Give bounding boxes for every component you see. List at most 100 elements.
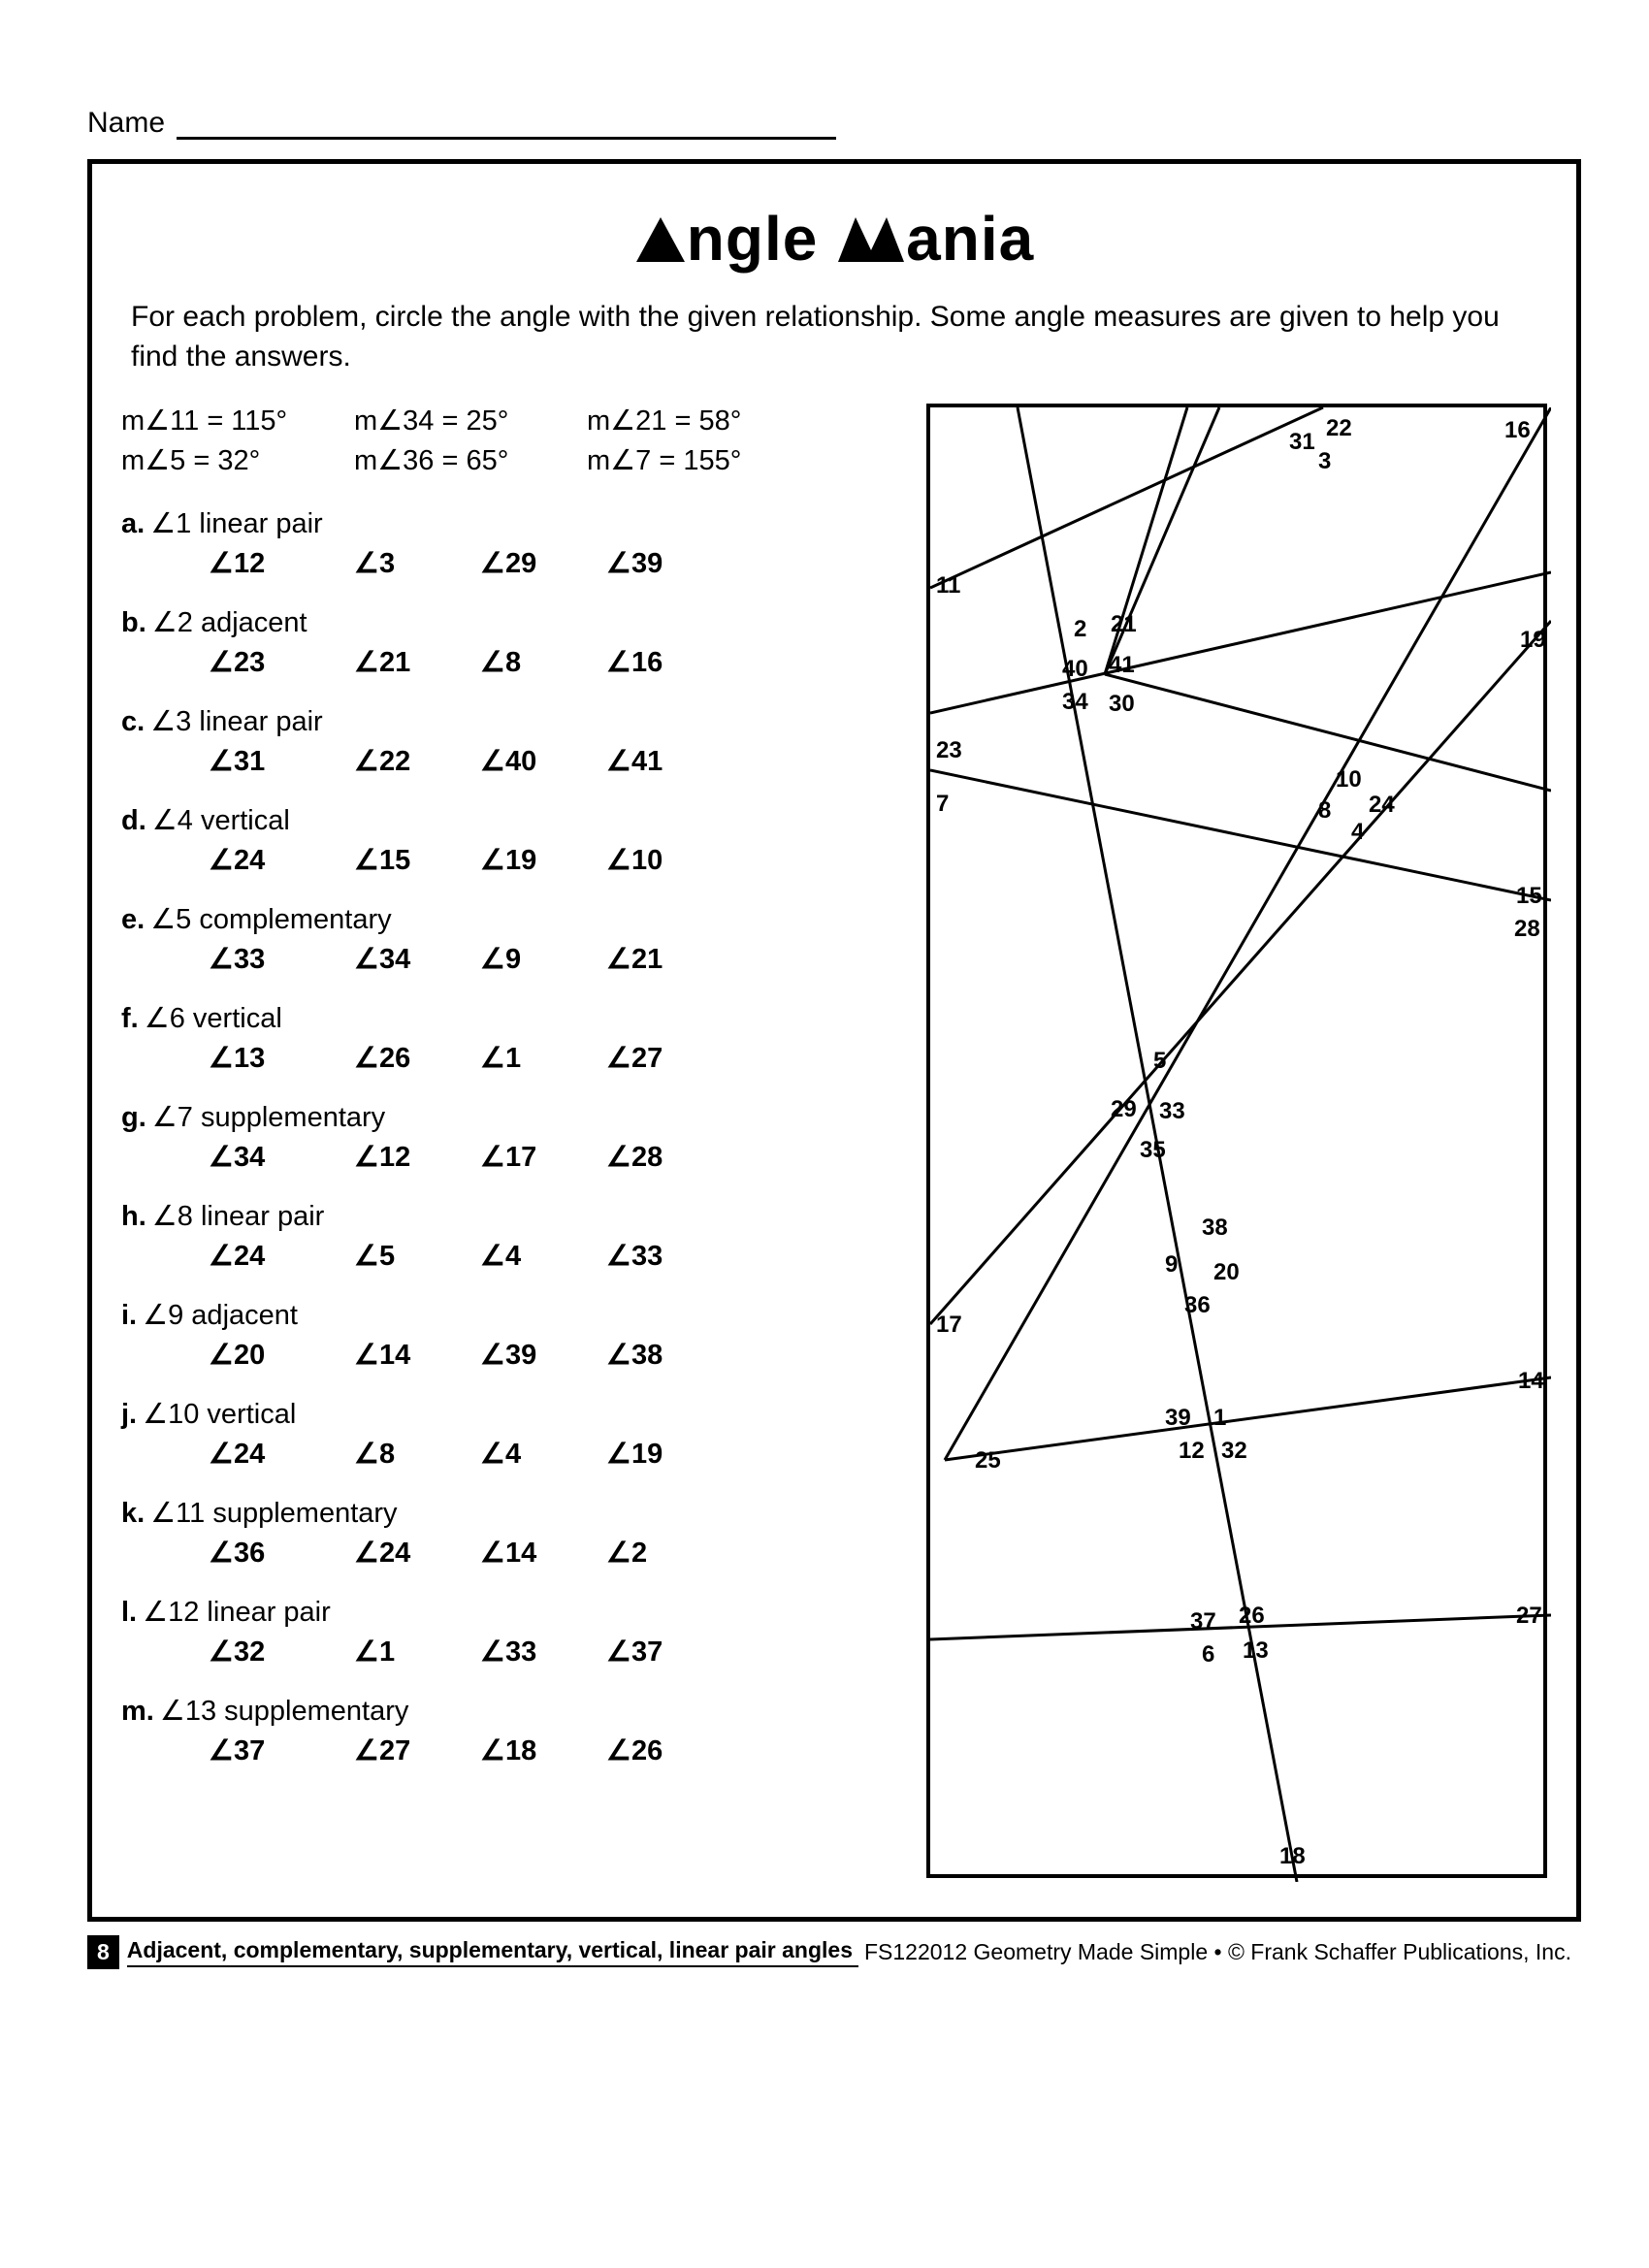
- answer-option[interactable]: ∠5: [354, 1239, 480, 1273]
- answer-option[interactable]: ∠32: [209, 1635, 354, 1669]
- answer-option[interactable]: ∠20: [209, 1338, 354, 1372]
- angle-label: 21: [1111, 611, 1137, 638]
- answer-option[interactable]: ∠24: [354, 1536, 480, 1570]
- problem-text: ∠1 linear pair: [150, 508, 323, 539]
- footer-publisher: FS122012 Geometry Made Simple • © Frank …: [864, 1939, 1571, 1965]
- angle-label: 38: [1202, 1215, 1228, 1242]
- problem-text: ∠7 supplementary: [152, 1102, 385, 1133]
- answer-option[interactable]: ∠10: [606, 843, 732, 877]
- problem-letter: d.: [121, 805, 146, 836]
- problem-options: ∠32∠1∠33∠37: [121, 1635, 810, 1669]
- problem-heading: g.∠7 supplementary: [121, 1100, 810, 1134]
- given-measure: m∠21 = 58°: [587, 404, 810, 437]
- problem-text: ∠10 vertical: [143, 1399, 296, 1430]
- answer-option[interactable]: ∠12: [209, 546, 354, 580]
- answer-option[interactable]: ∠21: [606, 942, 732, 976]
- answer-option[interactable]: ∠8: [354, 1437, 480, 1471]
- answer-option[interactable]: ∠2: [606, 1536, 732, 1570]
- answer-option[interactable]: ∠28: [606, 1140, 732, 1174]
- answer-option[interactable]: ∠22: [354, 744, 480, 778]
- problem-letter: b.: [121, 607, 146, 638]
- answer-option[interactable]: ∠29: [480, 546, 606, 580]
- angle-label: 1: [1213, 1405, 1226, 1432]
- answer-option[interactable]: ∠15: [354, 843, 480, 877]
- answer-option[interactable]: ∠4: [480, 1437, 606, 1471]
- problem-heading: d.∠4 vertical: [121, 803, 810, 837]
- answer-option[interactable]: ∠17: [480, 1140, 606, 1174]
- answer-option[interactable]: ∠26: [606, 1733, 732, 1767]
- problem-row: c.∠3 linear pair∠31∠22∠40∠41: [121, 704, 810, 778]
- angle-label: 10: [1336, 766, 1362, 794]
- answer-option[interactable]: ∠41: [606, 744, 732, 778]
- angle-label: 19: [1520, 627, 1546, 654]
- angle-label: 17: [936, 1312, 962, 1339]
- answer-option[interactable]: ∠16: [606, 645, 732, 679]
- problem-text: ∠8 linear pair: [152, 1201, 325, 1232]
- footer-topic: Adjacent, complementary, supplementary, …: [127, 1937, 858, 1967]
- answer-option[interactable]: ∠23: [209, 645, 354, 679]
- answer-option[interactable]: ∠1: [480, 1041, 606, 1075]
- answer-option[interactable]: ∠4: [480, 1239, 606, 1273]
- name-underline[interactable]: [177, 137, 836, 140]
- answer-option[interactable]: ∠9: [480, 942, 606, 976]
- answer-option[interactable]: ∠33: [209, 942, 354, 976]
- problem-letter: j.: [121, 1399, 137, 1430]
- answer-option[interactable]: ∠36: [209, 1536, 354, 1570]
- given-measures: m∠11 = 115° m∠34 = 25° m∠21 = 58° m∠5 = …: [121, 404, 810, 477]
- angle-label: 37: [1190, 1608, 1216, 1636]
- problem-letter: a.: [121, 508, 145, 539]
- angle-label: 2: [1074, 616, 1086, 643]
- answer-option[interactable]: ∠34: [354, 942, 480, 976]
- answer-option[interactable]: ∠8: [480, 645, 606, 679]
- answer-option[interactable]: ∠39: [606, 546, 732, 580]
- answer-option[interactable]: ∠37: [606, 1635, 732, 1669]
- answer-option[interactable]: ∠37: [209, 1733, 354, 1767]
- angle-label: 24: [1369, 792, 1395, 819]
- angle-label: 31: [1289, 429, 1315, 456]
- answer-option[interactable]: ∠3: [354, 546, 480, 580]
- answer-option[interactable]: ∠24: [209, 1437, 354, 1471]
- problem-row: m.∠13 supplementary∠37∠27∠18∠26: [121, 1694, 810, 1767]
- answer-option[interactable]: ∠31: [209, 744, 354, 778]
- answer-option[interactable]: ∠24: [209, 843, 354, 877]
- answer-option[interactable]: ∠26: [354, 1041, 480, 1075]
- answer-option[interactable]: ∠12: [354, 1140, 480, 1174]
- answer-option[interactable]: ∠33: [606, 1239, 732, 1273]
- problem-options: ∠24∠5∠4∠33: [121, 1239, 810, 1273]
- answer-option[interactable]: ∠19: [606, 1437, 732, 1471]
- angle-label: 22: [1326, 415, 1352, 442]
- page-title: ngle ania: [121, 203, 1547, 275]
- answer-option[interactable]: ∠13: [209, 1041, 354, 1075]
- answer-option[interactable]: ∠14: [480, 1536, 606, 1570]
- answer-option[interactable]: ∠14: [354, 1338, 480, 1372]
- answer-option[interactable]: ∠40: [480, 744, 606, 778]
- triangle-a-icon: [634, 215, 687, 264]
- answer-option[interactable]: ∠18: [480, 1733, 606, 1767]
- answer-option[interactable]: ∠33: [480, 1635, 606, 1669]
- given-measure: m∠7 = 155°: [587, 443, 810, 477]
- angle-label: 41: [1109, 652, 1135, 679]
- angle-label: 16: [1504, 417, 1531, 444]
- problem-row: b.∠2 adjacent∠23∠21∠8∠16: [121, 605, 810, 679]
- problem-text: ∠11 supplementary: [150, 1498, 397, 1529]
- answer-option[interactable]: ∠39: [480, 1338, 606, 1372]
- answer-option[interactable]: ∠27: [354, 1733, 480, 1767]
- problem-row: f.∠6 vertical∠13∠26∠1∠27: [121, 1001, 810, 1075]
- answer-option[interactable]: ∠27: [606, 1041, 732, 1075]
- answer-option[interactable]: ∠21: [354, 645, 480, 679]
- angle-label: 34: [1062, 689, 1088, 716]
- right-column: 1122140413430237312231619108244152852933…: [820, 404, 1547, 1878]
- problem-options: ∠23∠21∠8∠16: [121, 645, 810, 679]
- problem-text: ∠4 vertical: [152, 805, 290, 836]
- problem-letter: k.: [121, 1498, 145, 1529]
- angle-label: 5: [1153, 1048, 1166, 1075]
- problem-text: ∠6 vertical: [145, 1003, 282, 1034]
- given-measure: m∠11 = 115°: [121, 404, 344, 437]
- problem-heading: j.∠10 vertical: [121, 1397, 810, 1431]
- problem-row: h.∠8 linear pair∠24∠5∠4∠33: [121, 1199, 810, 1273]
- answer-option[interactable]: ∠19: [480, 843, 606, 877]
- answer-option[interactable]: ∠1: [354, 1635, 480, 1669]
- answer-option[interactable]: ∠24: [209, 1239, 354, 1273]
- answer-option[interactable]: ∠38: [606, 1338, 732, 1372]
- answer-option[interactable]: ∠34: [209, 1140, 354, 1174]
